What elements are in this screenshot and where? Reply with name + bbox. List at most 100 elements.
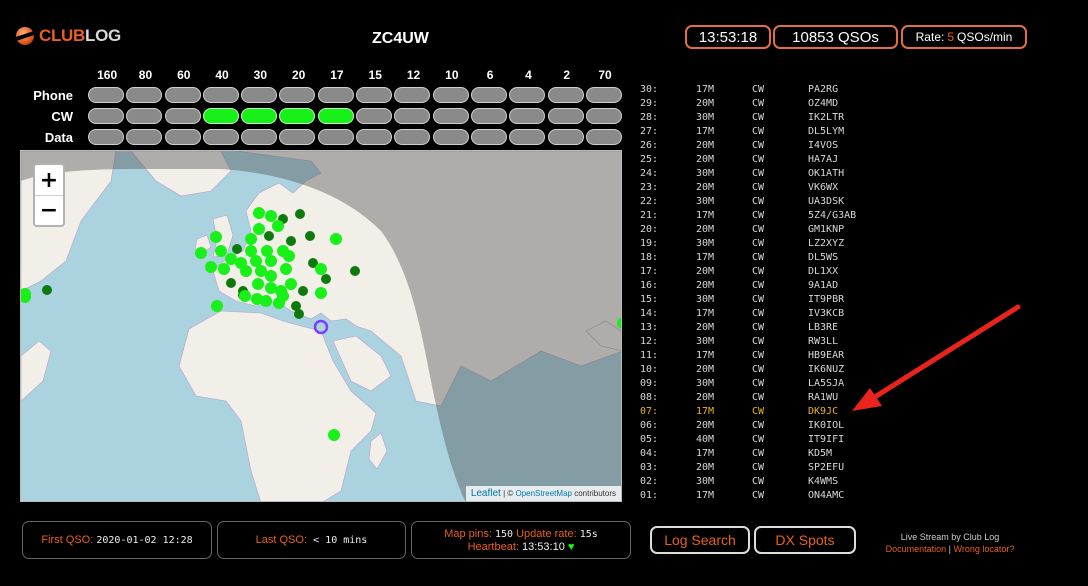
qso-map-pin[interactable] — [205, 261, 217, 273]
mode-label: Data — [44, 130, 73, 145]
qso-map-pin[interactable] — [211, 300, 223, 312]
qso-callsign[interactable]: UA3DSK — [808, 196, 845, 207]
osm-link[interactable]: OpenStreetMap — [515, 489, 572, 498]
qso-callsign[interactable]: IK6NUZ — [808, 364, 845, 375]
qso-map-pin[interactable] — [195, 247, 207, 259]
qso-map-pin[interactable] — [328, 429, 340, 441]
qso-map-pin[interactable] — [21, 288, 31, 300]
qso-callsign[interactable]: DL5WS — [808, 252, 839, 263]
qso-map-pin[interactable] — [265, 270, 277, 282]
qso-map-pin[interactable] — [226, 278, 236, 288]
qso-mode: CW — [752, 378, 765, 389]
qso-map-pin[interactable] — [321, 274, 331, 284]
zoom-in-button[interactable]: + — [39, 167, 59, 193]
qso-map-pin[interactable] — [291, 301, 301, 311]
qso-callsign[interactable]: PA2RG — [808, 84, 839, 95]
qso-map-pin[interactable] — [350, 266, 360, 276]
qso-callsign[interactable]: IK0IOL — [808, 420, 845, 431]
qso-map-pin[interactable] — [265, 255, 277, 267]
qso-map-pin[interactable] — [225, 253, 237, 265]
qso-callsign[interactable]: IT9PBR — [808, 294, 845, 305]
qso-callsign[interactable]: IT9IFI — [808, 434, 845, 445]
qso-map-pin[interactable] — [280, 263, 292, 275]
band-label: 12 — [406, 68, 421, 82]
qso-callsign[interactable]: LB3RE — [808, 322, 839, 333]
qso-map-pin[interactable] — [617, 317, 622, 329]
qso-map-pin[interactable] — [245, 233, 257, 245]
qso-map-pin[interactable] — [283, 250, 295, 262]
qso-band: 17M — [696, 448, 715, 459]
qso-band: 30M — [696, 238, 715, 249]
qso-map-pin[interactable] — [330, 233, 342, 245]
qso-map-pin[interactable] — [261, 245, 273, 257]
qso-map-pin[interactable] — [42, 285, 52, 295]
log-search-button[interactable]: Log Search — [650, 526, 750, 554]
qso-map-pin[interactable] — [298, 286, 308, 296]
qso-map-pin[interactable] — [251, 293, 263, 305]
qso-map-pin[interactable] — [305, 231, 315, 241]
qso-callsign[interactable]: LA5SJA — [808, 378, 845, 389]
qso-map-pin[interactable] — [308, 258, 318, 268]
station-marker[interactable] — [313, 319, 329, 335]
qso-map-pin[interactable] — [315, 287, 327, 299]
qso-map-pin[interactable] — [252, 278, 264, 290]
qso-callsign[interactable]: GM1KNP — [808, 224, 845, 235]
qso-map-pin[interactable] — [250, 255, 262, 267]
qso-callsign[interactable]: DL1XX — [808, 266, 839, 277]
qso-map-pin[interactable] — [264, 231, 274, 241]
dx-spots-button[interactable]: DX Spots — [754, 526, 856, 554]
clublog-logo[interactable]: CLUBLOG — [16, 26, 121, 46]
qso-callsign[interactable]: SP2EFU — [808, 462, 845, 473]
qso-map-pin[interactable] — [253, 223, 265, 235]
qso-map-pin[interactable] — [277, 290, 289, 302]
land-africa — [178, 310, 377, 501]
qso-callsign[interactable]: HA7AJ — [808, 154, 839, 165]
qso-map-pin[interactable] — [286, 236, 296, 246]
qso-map-pin[interactable] — [218, 263, 230, 275]
qso-map-pin[interactable] — [265, 282, 277, 294]
qso-map-pin[interactable] — [295, 209, 305, 219]
qso-map-pin[interactable] — [255, 265, 267, 277]
qso-callsign[interactable]: DL5LYM — [808, 126, 845, 137]
qso-callsign[interactable]: 5Z4/G3AB — [808, 210, 857, 221]
qso-callsign[interactable]: LZ2XYZ — [808, 238, 845, 249]
qso-callsign[interactable]: K4WMS — [808, 476, 839, 487]
qso-map-pin[interactable] — [232, 244, 242, 254]
qso-map-pin[interactable] — [315, 263, 327, 275]
qso-mode: CW — [752, 238, 765, 249]
qso-map-pin[interactable] — [210, 231, 222, 243]
qso-band: 20M — [696, 154, 715, 165]
qso-callsign[interactable]: ON4AMC — [808, 490, 845, 501]
qso-callsign[interactable]: KD5M — [808, 448, 833, 459]
qso-callsign[interactable]: OK1ATH — [808, 168, 845, 179]
qso-map-pin[interactable] — [240, 265, 252, 277]
qso-map-pin[interactable] — [265, 210, 277, 222]
qso-callsign[interactable]: I4VOS — [808, 140, 839, 151]
qso-map-pin[interactable] — [215, 245, 227, 257]
qso-map[interactable]: + − Leaflet | © OpenStreetMap contributo… — [20, 150, 622, 502]
qso-map-pin[interactable] — [253, 207, 265, 219]
wrong-locator-link[interactable]: Wrong locator? — [953, 544, 1015, 554]
qso-map-pin[interactable] — [272, 220, 284, 232]
qso-callsign[interactable]: HB9EAR — [808, 350, 845, 361]
qso-map-pin[interactable] — [294, 309, 304, 319]
qso-map-pin[interactable] — [260, 295, 272, 307]
qso-map-pin[interactable] — [245, 245, 257, 257]
qso-callsign[interactable]: IK2LTR — [808, 112, 845, 123]
zoom-out-button[interactable]: − — [35, 195, 63, 225]
qso-callsign[interactable]: RA1WU — [808, 392, 839, 403]
qso-map-pin[interactable] — [285, 278, 297, 290]
qso-callsign[interactable]: DK9JC — [808, 406, 839, 417]
qso-mode: CW — [752, 84, 765, 95]
qso-mode: CW — [752, 266, 765, 277]
qso-callsign[interactable]: OZ4MD — [808, 98, 839, 109]
band-indicator — [585, 87, 622, 103]
leaflet-link[interactable]: Leaflet — [470, 488, 501, 499]
qso-callsign[interactable]: RW3LL — [808, 336, 839, 347]
documentation-link[interactable]: Documentation — [885, 544, 947, 554]
qso-map-pin[interactable] — [239, 290, 251, 302]
qso-callsign[interactable]: VK6WX — [808, 182, 839, 193]
qso-callsign[interactable]: 9A1AD — [808, 280, 839, 291]
qso-callsign[interactable]: IV3KCB — [808, 308, 845, 319]
band-header-row: 160 80 60 40 30 20 17 15 12 10 6 4 2 70 — [88, 68, 624, 82]
